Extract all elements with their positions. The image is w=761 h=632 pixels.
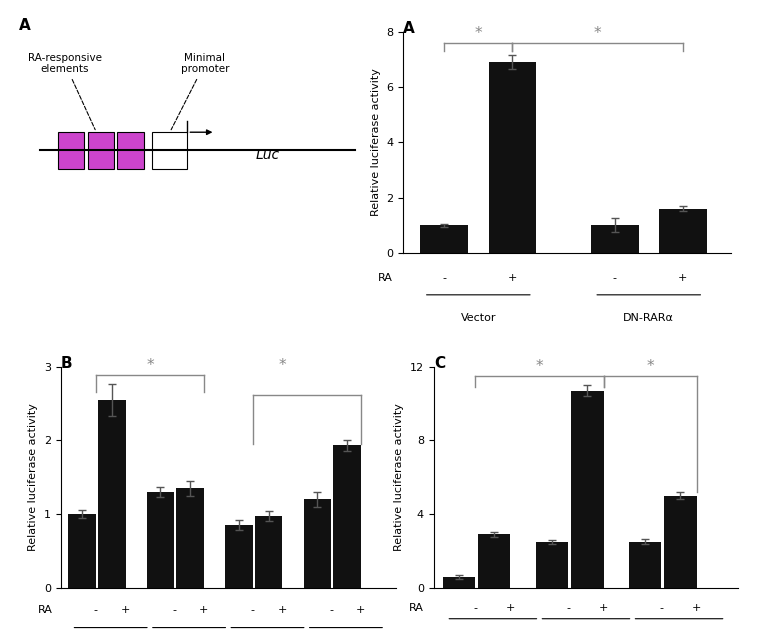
Text: +: +: [678, 273, 687, 283]
Text: Vector: Vector: [460, 313, 496, 322]
Text: *: *: [279, 358, 286, 374]
Text: A: A: [403, 20, 415, 35]
Text: -: -: [250, 605, 255, 616]
Bar: [152, 132, 187, 169]
Bar: [571, 391, 603, 588]
Bar: [333, 446, 361, 588]
Bar: [68, 514, 96, 588]
Text: RA: RA: [378, 273, 393, 283]
Text: C: C: [434, 355, 445, 370]
Text: DN-RARα: DN-RARα: [623, 313, 674, 322]
Y-axis label: Relative luciferase activity: Relative luciferase activity: [394, 403, 404, 551]
Bar: [147, 492, 174, 588]
Bar: [489, 62, 537, 253]
Text: RA: RA: [37, 605, 53, 616]
Text: -: -: [660, 603, 664, 613]
Text: +: +: [278, 605, 287, 616]
Text: -: -: [566, 603, 570, 613]
Bar: [98, 400, 126, 588]
Text: Minimal
promoter: Minimal promoter: [171, 52, 229, 130]
Text: -: -: [473, 603, 477, 613]
Bar: [304, 499, 331, 588]
Text: -: -: [172, 605, 177, 616]
Text: RA-responsive
elements: RA-responsive elements: [28, 52, 102, 130]
Y-axis label: Relative luciferase activity: Relative luciferase activity: [28, 403, 39, 551]
Text: Luc: Luc: [256, 148, 280, 162]
Bar: [478, 534, 511, 588]
Text: +: +: [506, 603, 515, 613]
Bar: [536, 542, 568, 588]
Text: A: A: [19, 18, 31, 33]
Bar: [664, 495, 696, 588]
Text: -: -: [613, 273, 616, 283]
Text: -: -: [94, 605, 98, 616]
Text: +: +: [356, 605, 365, 616]
Bar: [591, 225, 638, 253]
Text: +: +: [508, 273, 517, 283]
Text: -: -: [442, 273, 446, 283]
Bar: [117, 132, 144, 169]
Text: *: *: [646, 359, 654, 374]
Text: *: *: [475, 27, 482, 41]
Text: +: +: [121, 605, 130, 616]
Bar: [420, 225, 468, 253]
Text: RA: RA: [409, 603, 424, 613]
Bar: [225, 525, 253, 588]
Text: +: +: [599, 603, 608, 613]
Text: *: *: [594, 27, 601, 41]
Bar: [443, 576, 476, 588]
Text: *: *: [536, 359, 543, 374]
Bar: [58, 132, 84, 169]
Y-axis label: Relative luciferase activity: Relative luciferase activity: [371, 68, 381, 216]
Bar: [177, 488, 204, 588]
Text: *: *: [146, 358, 154, 374]
Text: -: -: [329, 605, 333, 616]
Bar: [88, 132, 114, 169]
Bar: [629, 542, 661, 588]
Text: +: +: [692, 603, 702, 613]
Bar: [659, 209, 707, 253]
Text: B: B: [61, 355, 72, 370]
Bar: [255, 516, 282, 588]
Text: +: +: [199, 605, 209, 616]
